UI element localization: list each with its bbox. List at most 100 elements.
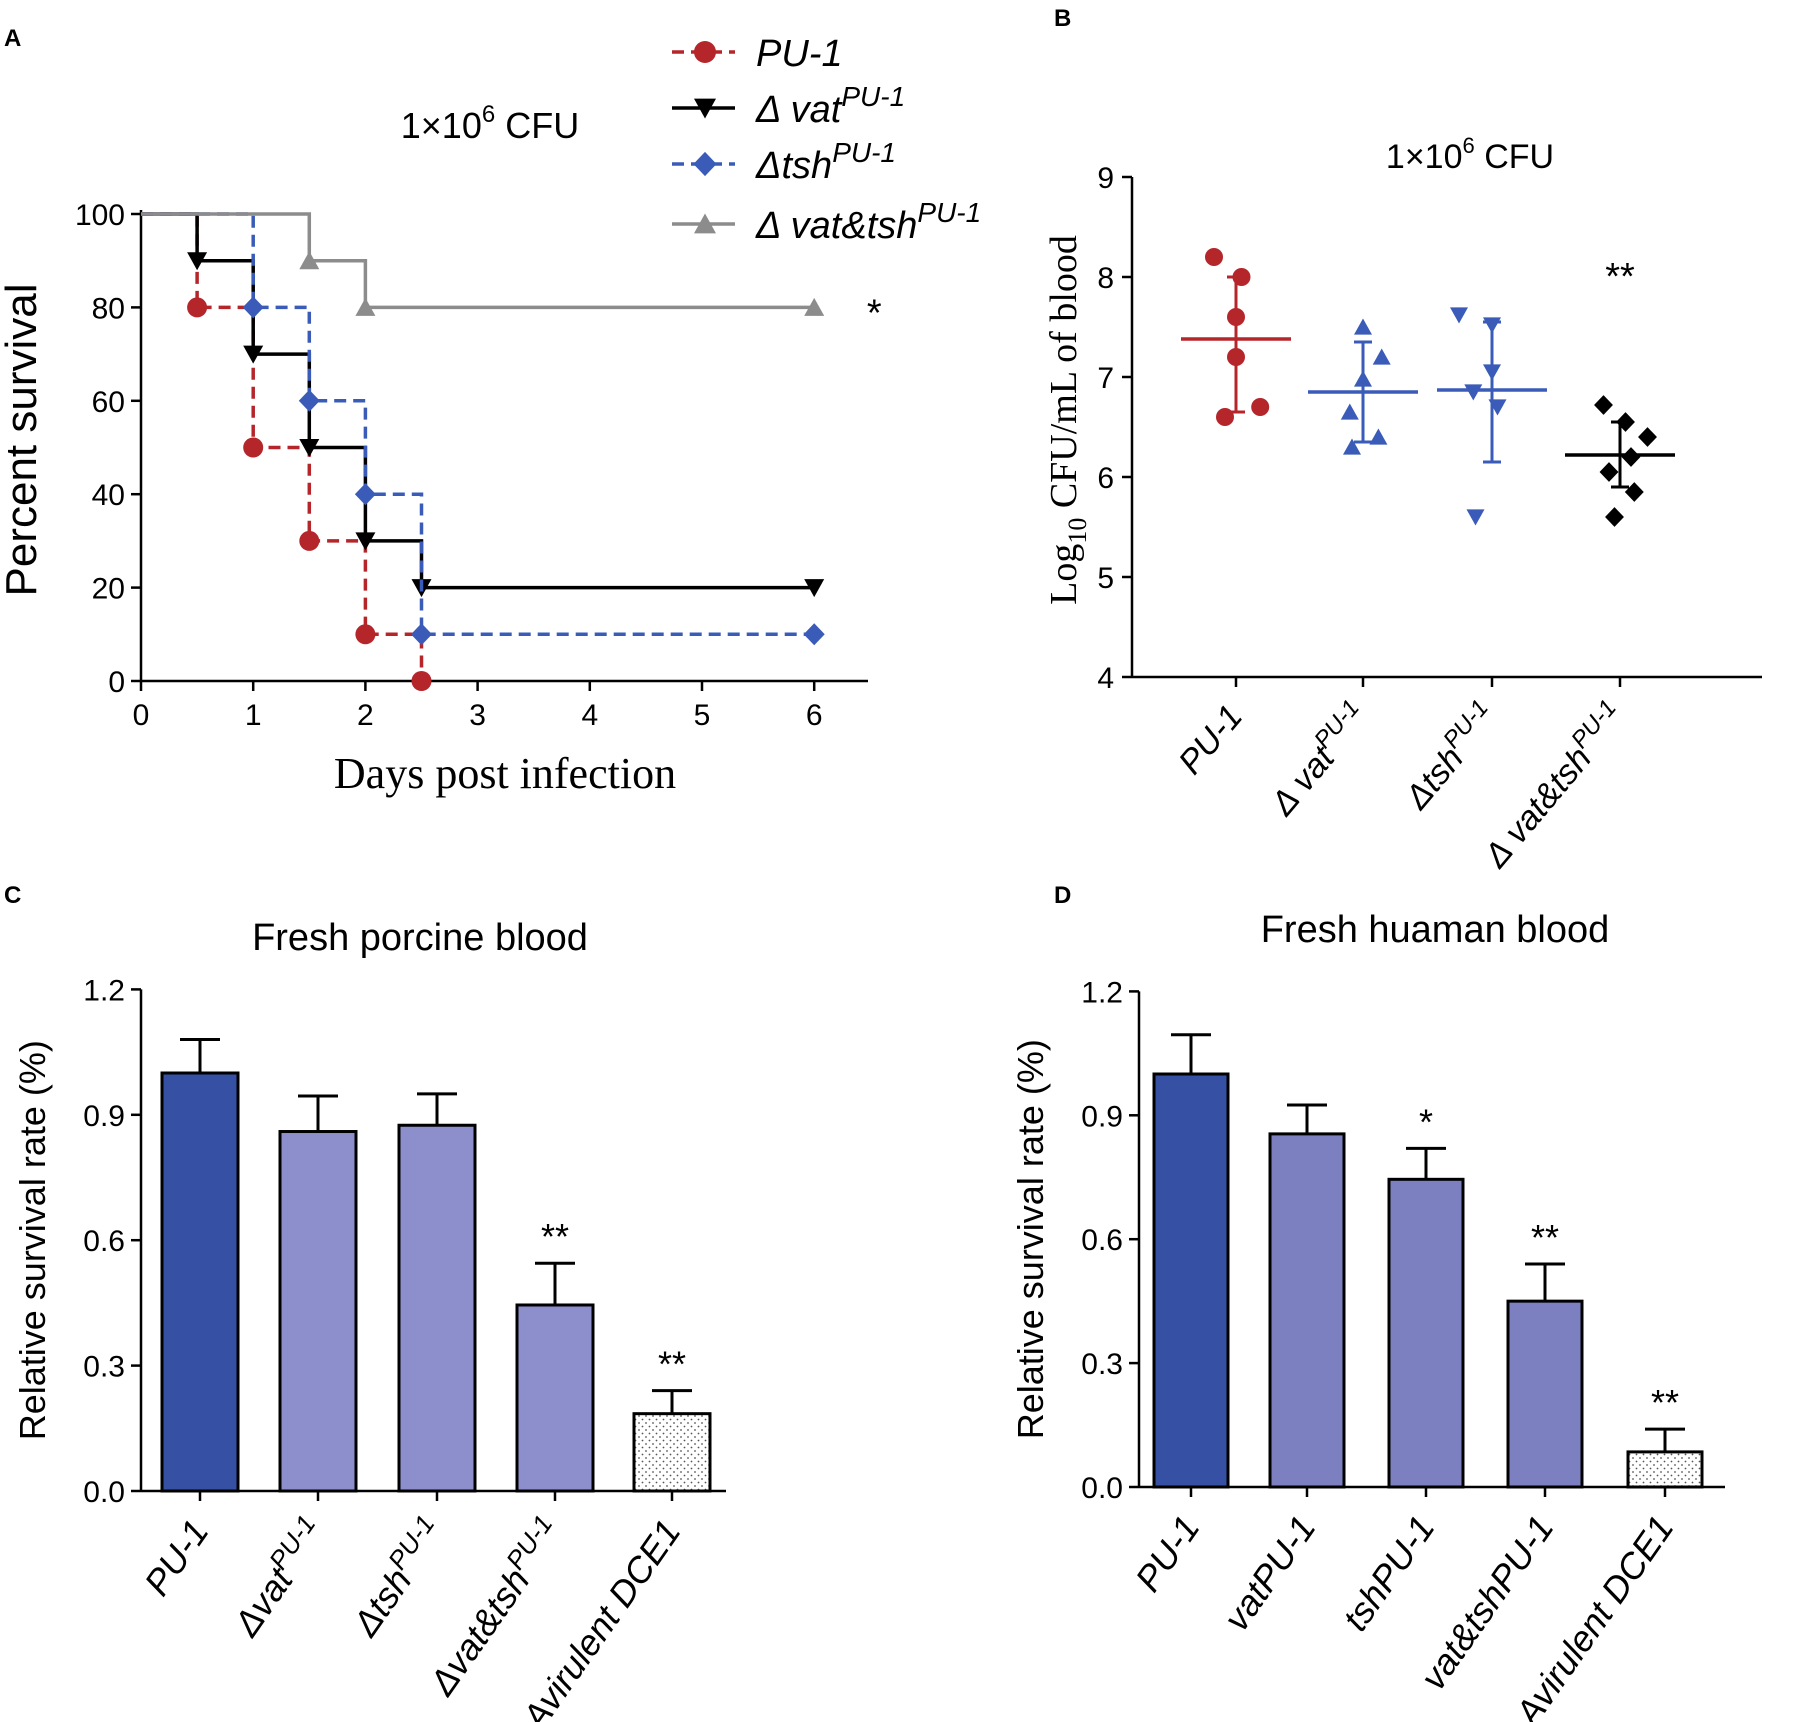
data-point-group-2 [1343, 438, 1361, 455]
series-2-point [243, 345, 264, 364]
x-tick-label: 2 [357, 699, 374, 732]
y-tick-label: 4 [1097, 662, 1114, 695]
x-tick-label: 5 [694, 699, 711, 732]
title-text: 1×10 [401, 105, 482, 146]
chart-title: Fresh huaman blood [1261, 909, 1610, 951]
y-axis-title: Percent survival [0, 283, 46, 596]
category-name: tshPU-1 [1334, 1508, 1442, 1638]
x-category-label-2: Δ vatPU-1 [1259, 695, 1377, 824]
data-point-group-2 [1340, 403, 1359, 420]
x-category-label-3: ΔtshPU-1 [1394, 695, 1507, 818]
series-2-point [355, 532, 376, 551]
legend-label-3: ΔtshPU-1 [755, 137, 896, 187]
x-category-label-3: ΔtshPU-1 [340, 1509, 454, 1644]
x-tick-label: 6 [806, 699, 823, 732]
y-tick-label: 7 [1097, 362, 1114, 395]
bar-3 [397, 1123, 477, 1493]
series-1-point [355, 624, 376, 645]
bar-4 [515, 1303, 595, 1493]
data-point-group-4 [1599, 462, 1619, 482]
data-point-group-1 [1251, 398, 1270, 416]
y-title-log: Log [1043, 544, 1085, 605]
y-tick-label: 0.3 [83, 1351, 125, 1384]
bar-1 [160, 1071, 240, 1493]
category-name: PU-1 [1127, 1508, 1208, 1599]
panel-labels: A B C D [4, 5, 1071, 909]
bar-2 [1268, 1132, 1346, 1489]
data-point-group-1 [1227, 348, 1245, 366]
y-axis-title: Log10 CFU/mL of blood [1043, 235, 1092, 605]
significance-star-4: ** [541, 1216, 569, 1257]
legend-prefix: Δ [755, 89, 791, 131]
x-tick-label: 4 [581, 699, 598, 732]
significance-star-5: ** [1651, 1382, 1679, 1423]
data-point-group-1 [1232, 268, 1251, 286]
data-point-group-4 [1616, 412, 1635, 432]
series-1-point [299, 530, 320, 551]
bar-5 [1626, 1450, 1704, 1489]
category-superscript: PU-1 [500, 1509, 559, 1575]
y-tick-label: 100 [75, 199, 125, 232]
y-tick-label: 60 [92, 386, 125, 419]
series-3-point [242, 296, 264, 319]
category-superscript: PU-1 [263, 1509, 322, 1575]
legend-label-4: Δ vat&tshPU-1 [755, 197, 981, 247]
series-line-1 [141, 212, 424, 681]
series-3-point [803, 623, 825, 646]
data-point-group-2 [1369, 428, 1388, 445]
legend-label-1: PU-1 [756, 33, 843, 75]
legend-marker-3 [693, 151, 717, 177]
y-title-subscript: 10 [1063, 518, 1092, 544]
y-axis-title: Relative survival rate (%) [1010, 1039, 1051, 1439]
legend-label-2: Δ vatPU-1 [755, 81, 905, 131]
y-tick-label: 0 [108, 666, 125, 699]
category-name: vat&tsh [1497, 740, 1599, 851]
data-point-group-2 [1354, 318, 1372, 335]
title-tail: CFU [1475, 138, 1554, 176]
panel-c-porcine-blood-chart: 0.0 0.3 0.6 0.9 1.2 Fresh porcine blood Relati… [12, 917, 726, 1722]
y-tick-label: 0.0 [83, 1476, 125, 1509]
data-point-group-2 [1372, 348, 1391, 365]
series-3-point [298, 389, 320, 412]
data-point-group-2 [1354, 370, 1372, 387]
significance-star-3: * [1419, 1101, 1433, 1142]
series-line-3 [141, 212, 815, 637]
x-category-label-2: vatPU-1 [1215, 1508, 1323, 1638]
x-category-label-2: ΔvatPU-1 [221, 1509, 335, 1644]
series-2-point [187, 252, 208, 271]
legend-name: vat [791, 89, 843, 131]
legend-marker-4 [694, 213, 716, 234]
data-point-group-3 [1483, 364, 1501, 381]
y-tick-label: 0.9 [83, 1100, 125, 1133]
x-category-label-3: tshPU-1 [1334, 1508, 1442, 1638]
y-tick-label: 0.0 [1081, 1472, 1123, 1505]
bar-3 [1387, 1177, 1465, 1489]
x-tick-label: 1 [245, 699, 262, 732]
significance-star: ** [1605, 256, 1635, 298]
significance-star-5: ** [658, 1344, 686, 1385]
data-point-group-4 [1621, 447, 1641, 467]
y-tick-label: 0.6 [83, 1225, 125, 1258]
category-name: PU-1 [1171, 698, 1250, 782]
data-point-group-1 [1216, 408, 1234, 426]
legend-marker-2 [694, 98, 716, 119]
y-tick-label: 1.2 [83, 974, 125, 1007]
legend-superscript: PU-1 [832, 137, 896, 168]
data-point-group-3 [1466, 509, 1485, 526]
series-4-point [804, 297, 825, 316]
series-1-point [243, 437, 264, 458]
y-axis-title: Relative survival rate (%) [12, 1040, 53, 1440]
panel-d-human-blood-chart: 0.0 0.3 0.6 0.9 1.2 Fresh huaman blood Relativ… [1010, 909, 1725, 1722]
title-text: 1×10 [1386, 138, 1463, 176]
chart-title: 1×106 CFU [1386, 133, 1554, 176]
legend-marker-1 [694, 41, 716, 63]
legend-name: tsh [782, 145, 833, 187]
panel-label-d: D [1054, 882, 1071, 909]
data-point-group-1 [1227, 308, 1245, 326]
x-category-label-1: PU-1 [1127, 1508, 1208, 1599]
y-tick-label: 0.9 [1081, 1100, 1123, 1133]
panel-a-survival-chart: 0 20 40 60 80 100 0 1 2 3 4 5 6 Days post infection Pe… [0, 33, 981, 798]
bar-5 [632, 1412, 712, 1493]
x-category-label-1: PU-1 [136, 1512, 217, 1603]
